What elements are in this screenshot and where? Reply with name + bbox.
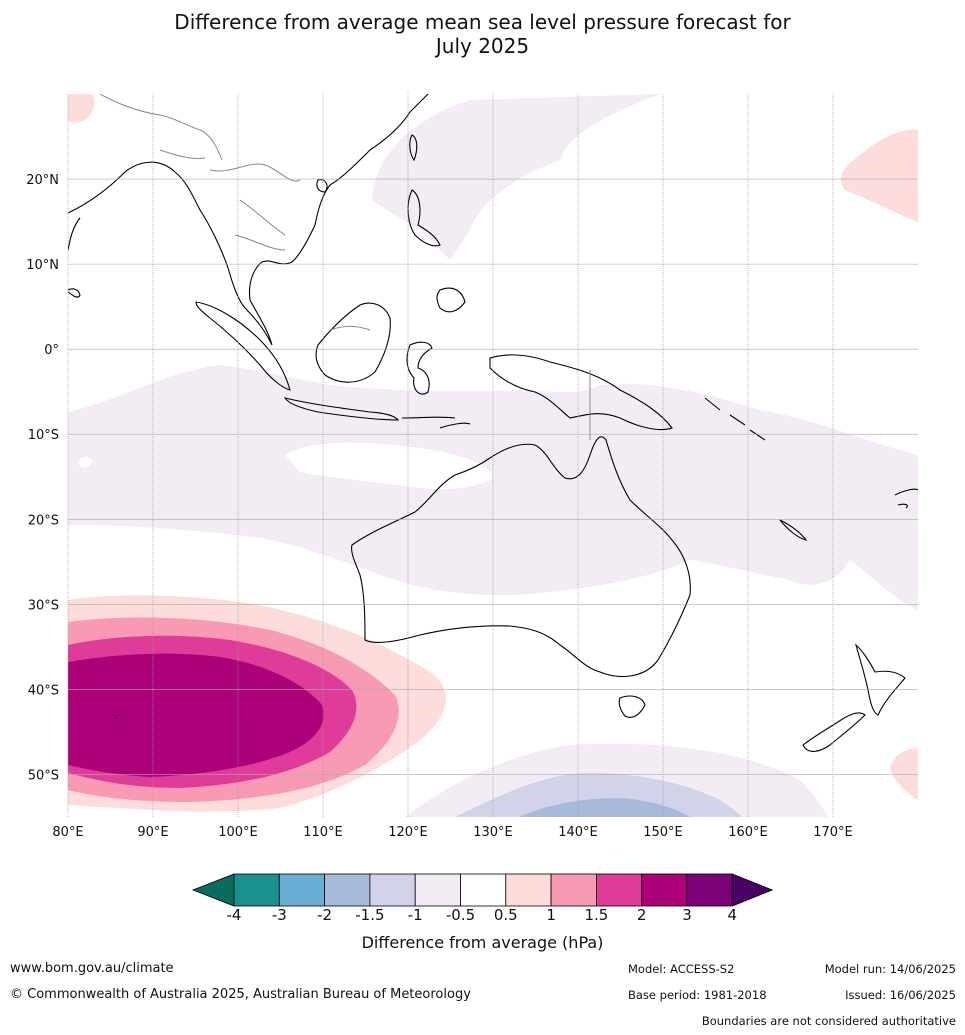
longitude-label: 100°E (218, 825, 258, 840)
colorbar-swatch (596, 873, 643, 907)
longitude-label: 120°E (388, 825, 428, 840)
colorbar-swatch (505, 873, 552, 907)
coastline-asia (68, 94, 429, 346)
colorbar-swatch (324, 873, 371, 907)
colorbar-swatch (550, 873, 597, 907)
anomaly-hole-2 (78, 456, 92, 468)
base-period: Base period: 1981-2018 (628, 988, 767, 1002)
borders-layer (99, 94, 591, 440)
longitude-label: 110°E (303, 825, 343, 840)
anomaly-region-pink-3-dot (114, 716, 118, 719)
anomaly-hole-1 (285, 442, 492, 490)
coastline-borneo (315, 302, 391, 383)
colorbar-swatch (278, 873, 325, 907)
colorbar-tick-label: 1.5 (584, 906, 609, 924)
latitude-label: 10°S (28, 428, 59, 443)
colorbar-swatch (641, 873, 688, 907)
latitude-label: 30°S (28, 598, 59, 613)
colorbar-swatch (686, 873, 733, 907)
issued-date: Issued: 16/06/2025 (845, 988, 956, 1002)
latitude-label: 10°N (26, 258, 59, 273)
anomaly-region-ne-pink (840, 129, 918, 222)
anomaly-region-blue-1 (455, 773, 742, 817)
coastline-nz-north (855, 643, 906, 716)
colorbar-tick-label: -0.5 (445, 906, 476, 924)
colorbar-extend-high (731, 873, 774, 907)
colorbar-tick-label: 3 (682, 906, 692, 924)
colorbar-tick-label: -1.5 (355, 906, 385, 924)
longitude-label: 90°E (137, 825, 168, 840)
coastline-taiwan (409, 134, 418, 162)
coastline-australia (351, 436, 691, 677)
gridlines (67, 94, 918, 817)
longitude-label: 150°E (643, 825, 683, 840)
coastline-nz-south (802, 712, 866, 752)
anomaly-region-pink-2 (68, 653, 324, 777)
latitude-labels: 20°N 10°N 0° 10°S 20°S 30°S 40°S 50°S (26, 173, 59, 783)
longitude-label: 80°E (52, 825, 83, 840)
colorbar-tick-label: -2 (317, 906, 333, 924)
title-line-1: Difference from average mean sea level p… (174, 10, 791, 34)
coastline-sumatra (195, 301, 291, 391)
coastline-new-caledonia (779, 519, 808, 541)
coastline-luzon (407, 189, 441, 247)
coastline-tasmania (618, 695, 646, 718)
coastline-layer (68, 94, 918, 752)
latitude-label: 0° (44, 343, 59, 358)
model-name: Model: ACCESS-S2 (628, 962, 735, 976)
chart-title: Difference from average mean sea level p… (0, 10, 965, 58)
colorbar-tick-label: -3 (271, 906, 287, 924)
model-run-date: Model run: 14/06/2025 (824, 962, 956, 976)
colorbar-swatch (369, 873, 416, 907)
colorbar-tick-label: 4 (727, 906, 738, 924)
latitude-label: 40°S (28, 683, 59, 698)
boundaries-disclaimer: Boundaries are not considered authoritat… (701, 1014, 956, 1028)
colorbar-tick-label: 0.5 (493, 906, 518, 924)
anomaly-region-blue-2 (520, 798, 690, 817)
colorbar-label: Difference from average (hPa) (361, 933, 604, 952)
coastline-java (283, 397, 400, 421)
anomaly-layer (68, 94, 918, 817)
coastline-solomon (704, 397, 766, 441)
coastline-india (68, 217, 81, 251)
anomaly-region-tropical-north (372, 94, 660, 260)
colorbar-tick-label: 1 (546, 906, 556, 924)
latitude-label: 50°S (28, 768, 59, 783)
website-link[interactable]: www.bom.gov.au/climate (10, 961, 174, 976)
anomaly-region-nw-pink (68, 94, 95, 123)
longitude-labels: 80°E 90°E 100°E 110°E 120°E 130°E 140°E 150°E 16… (52, 825, 852, 840)
coastline-fiji (894, 488, 918, 509)
colorbar-tick-label: -1 (407, 906, 423, 924)
colorbar-tick-label: 2 (636, 906, 647, 924)
colorbar-swatch (414, 873, 461, 907)
anomaly-region-se-pink (890, 748, 918, 800)
latitude-label: 20°S (28, 513, 59, 528)
coastline-mindanao (436, 287, 466, 313)
colorbar-swatch (233, 873, 280, 907)
forecast-map: 80°E 90°E 100°E 110°E 120°E 130°E 140°E 150°E 16… (26, 94, 918, 840)
colorbar-swatches (191, 873, 774, 907)
copyright-text: © Commonwealth of Australia 2025, Austra… (10, 987, 471, 1002)
colorbar-swatch (460, 873, 507, 907)
colorbar-tick-label: -4 (226, 906, 242, 924)
coastline-sulawesi (406, 341, 433, 395)
coastline-srilanka (68, 288, 81, 298)
longitude-label: 160°E (728, 825, 768, 840)
longitude-label: 130°E (473, 825, 513, 840)
colorbar (191, 873, 774, 907)
coastline-new-guinea (489, 354, 673, 431)
border-lines (99, 94, 591, 440)
longitude-label: 140°E (558, 825, 598, 840)
title-line-2: July 2025 (435, 34, 530, 58)
coastline-hainan (316, 179, 328, 193)
coastline-lesser-sunda (401, 416, 471, 429)
colorbar-extend-low (191, 873, 235, 907)
anomaly-region-tropical-band (68, 365, 918, 610)
latitude-label: 20°N (26, 173, 59, 188)
longitude-label: 170°E (813, 825, 853, 840)
